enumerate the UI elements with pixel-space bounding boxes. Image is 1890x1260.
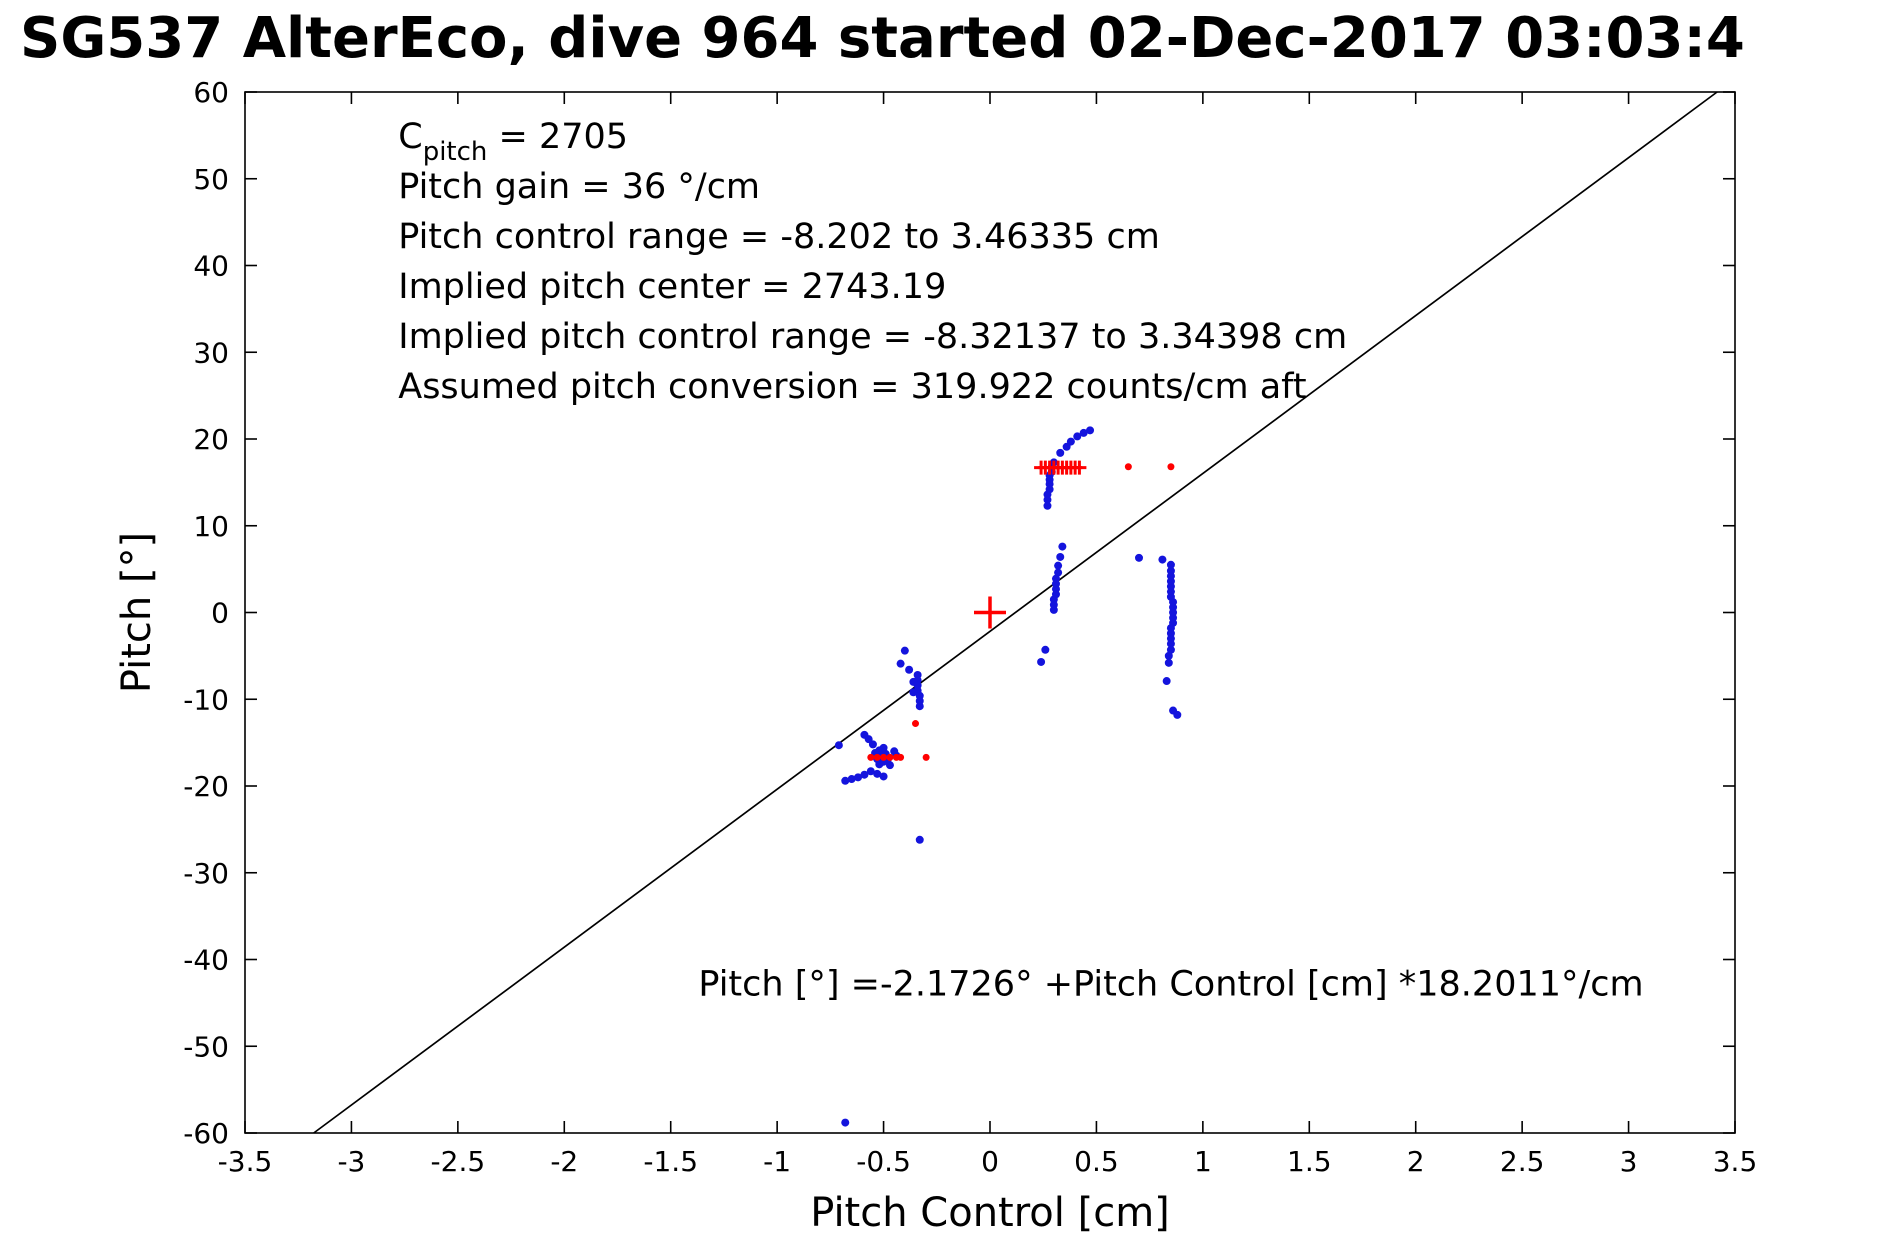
marker-dot [915, 835, 924, 844]
y-tick-label: 60 [193, 76, 229, 109]
y-tick-label: 30 [193, 336, 229, 369]
marker-dot [873, 753, 881, 761]
y-tick-label: 20 [193, 423, 229, 456]
annotation-line: Implied pitch control range = -8.32137 t… [398, 317, 1347, 357]
marker-dot [1043, 501, 1052, 510]
y-tick-label: -60 [183, 1117, 229, 1150]
y-tick-label: -20 [183, 770, 229, 803]
series-implied-center-marker [974, 596, 1006, 629]
marker-dot [1124, 463, 1132, 471]
series-observed-pitch [834, 426, 1182, 1127]
marker-dot [1054, 561, 1063, 570]
marker-dot [909, 688, 918, 697]
x-tick-label: 3.5 [1713, 1145, 1758, 1178]
chart-title: SG537 AlterEco, dive 964 started 02-Dec-… [20, 6, 1745, 71]
marker-dot [1037, 657, 1046, 666]
marker-dot [915, 702, 924, 711]
y-tick-label: 10 [193, 510, 229, 543]
marker-dot [1056, 552, 1065, 561]
y-tick-label: -40 [183, 944, 229, 977]
marker-dot [1162, 677, 1171, 686]
marker-dot [1135, 553, 1143, 562]
marker-dot [866, 767, 875, 776]
marker-dot [1056, 448, 1065, 457]
y-tick-label: -30 [183, 857, 229, 890]
series-commanded-pitch-dots [867, 463, 1175, 761]
marker-dot [1164, 658, 1173, 667]
x-tick-label: 3 [1620, 1145, 1638, 1178]
marker-dot [880, 753, 888, 761]
marker-dot [860, 770, 869, 779]
marker-dot [1058, 542, 1067, 551]
y-tick-label: -10 [183, 683, 229, 716]
annotation-line: Implied pitch center = 2743.19 [398, 267, 946, 307]
marker-dot [1158, 555, 1167, 564]
annotation-line: Pitch control range = -8.202 to 3.46335 … [398, 217, 1160, 257]
marker-dot [912, 720, 919, 728]
marker-dot [885, 761, 894, 770]
marker-dot [1051, 574, 1060, 583]
marker-dot [1164, 651, 1173, 660]
marker-dot [922, 753, 930, 761]
marker-dot [873, 769, 882, 778]
x-tick-label: -2 [550, 1145, 578, 1178]
x-tick-label: -3.5 [218, 1145, 273, 1178]
x-tick-label: -1.5 [643, 1145, 698, 1178]
marker-dot [890, 747, 899, 756]
series-commanded-pitch-plus [1034, 460, 1087, 475]
marker-dot [1079, 428, 1088, 437]
marker-dot [1173, 710, 1182, 719]
x-tick-label: 2 [1407, 1145, 1425, 1178]
marker-dot [897, 753, 905, 761]
x-tick-label: 2.5 [1500, 1145, 1545, 1178]
x-tick-label: 0 [981, 1145, 999, 1178]
y-tick-label: 0 [211, 597, 229, 630]
annotation-line: Assumed pitch conversion = 319.922 count… [398, 367, 1306, 407]
marker-dot [896, 659, 905, 668]
marker-dot [841, 1118, 850, 1127]
marker-dot [1167, 463, 1175, 471]
x-tick-label: -2.5 [431, 1145, 486, 1178]
marker-dot [905, 665, 914, 674]
marker-dot [900, 646, 909, 655]
y-axis-label: Pitch [°] [114, 532, 160, 693]
x-tick-label: 0.5 [1074, 1145, 1119, 1178]
x-tick-label: 1 [1194, 1145, 1212, 1178]
fit-line [313, 91, 1718, 1134]
tick-labels: -3.5 -3 -2.5 -2 -1.5 -1 -0.5 0 0.5 1 1.5 2 2.5 3 3.5 -6… [183, 76, 1757, 1178]
annotation-line: Cpitch = 2705 [398, 117, 628, 167]
marker-dot [847, 775, 856, 784]
marker-dot [1086, 426, 1095, 435]
marker-dot [854, 773, 863, 782]
x-axis-label: Pitch Control [cm] [810, 1190, 1170, 1236]
marker-dot [1073, 432, 1082, 441]
x-tick-label: -0.5 [856, 1145, 911, 1178]
marker-dot [1166, 639, 1175, 648]
axis-ticks [244, 91, 1736, 1134]
x-tick-label: -3 [337, 1145, 365, 1178]
marker-dot [867, 753, 875, 761]
x-tick-label: 1.5 [1287, 1145, 1332, 1178]
marker-dot [909, 677, 918, 686]
marker-dot [1166, 560, 1175, 569]
marker-dot [886, 753, 894, 761]
marker-dot [879, 772, 888, 781]
marker-dot [834, 741, 843, 750]
x-tick-label: -1 [763, 1145, 791, 1178]
fit-equation: Pitch [°] =-2.1726° +Pitch Control [cm] … [698, 965, 1643, 1005]
y-tick-label: 50 [193, 163, 229, 196]
annotation-line: Pitch gain = 36 °/cm [398, 167, 760, 207]
y-tick-label: 40 [193, 250, 229, 283]
marker-dot [1166, 645, 1175, 654]
marker-dot [1066, 437, 1075, 446]
marker-dot [841, 776, 850, 785]
marker-dot [1041, 645, 1050, 654]
marker-dot [1054, 568, 1063, 577]
y-tick-label: -50 [183, 1030, 229, 1063]
marker-dot [860, 730, 869, 739]
